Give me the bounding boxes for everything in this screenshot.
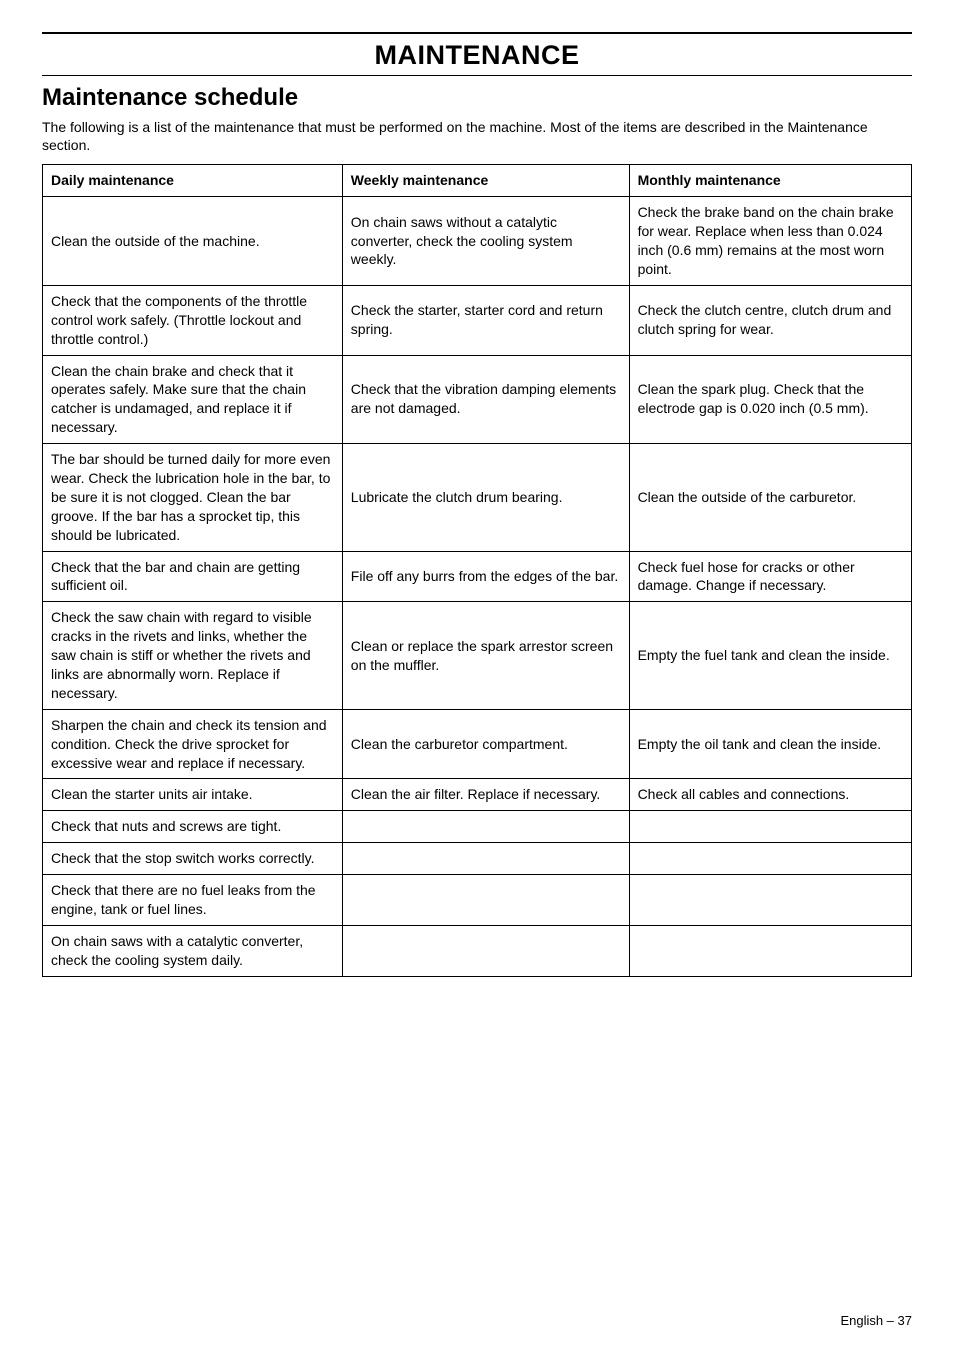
table-row: Clean the outside of the machine. On cha… bbox=[43, 197, 912, 286]
table-header-row: Daily maintenance Weekly maintenance Mon… bbox=[43, 165, 912, 197]
top-rule bbox=[42, 32, 912, 34]
table-row: On chain saws with a catalytic converter… bbox=[43, 925, 912, 976]
table-row: Check that the stop switch works correct… bbox=[43, 843, 912, 875]
cell: Check that the bar and chain are getting… bbox=[43, 551, 343, 602]
cell: Empty the oil tank and clean the inside. bbox=[629, 709, 911, 779]
cell bbox=[342, 843, 629, 875]
cell: Clean the carburetor compartment. bbox=[342, 709, 629, 779]
cell bbox=[629, 811, 911, 843]
cell bbox=[342, 811, 629, 843]
cell: On chain saws without a catalytic conver… bbox=[342, 197, 629, 286]
mid-rule bbox=[42, 75, 912, 76]
cell bbox=[342, 875, 629, 926]
col-header-monthly: Monthly maintenance bbox=[629, 165, 911, 197]
table-row: Check that the components of the throttl… bbox=[43, 285, 912, 355]
table-row: Check that the bar and chain are getting… bbox=[43, 551, 912, 602]
cell: Check that the components of the throttl… bbox=[43, 285, 343, 355]
cell: Clean the outside of the machine. bbox=[43, 197, 343, 286]
cell: File off any burrs from the edges of the… bbox=[342, 551, 629, 602]
table-row: The bar should be turned daily for more … bbox=[43, 444, 912, 551]
table-row: Check that there are no fuel leaks from … bbox=[43, 875, 912, 926]
cell bbox=[629, 875, 911, 926]
cell: The bar should be turned daily for more … bbox=[43, 444, 343, 551]
cell bbox=[629, 925, 911, 976]
table-row: Clean the starter units air intake. Clea… bbox=[43, 779, 912, 811]
table-row: Check that nuts and screws are tight. bbox=[43, 811, 912, 843]
intro-paragraph: The following is a list of the maintenan… bbox=[42, 118, 912, 154]
cell: Check the starter, starter cord and retu… bbox=[342, 285, 629, 355]
cell: Lubricate the clutch drum bearing. bbox=[342, 444, 629, 551]
cell: Check that nuts and screws are tight. bbox=[43, 811, 343, 843]
cell: Check fuel hose for cracks or other dama… bbox=[629, 551, 911, 602]
col-header-weekly: Weekly maintenance bbox=[342, 165, 629, 197]
cell bbox=[629, 843, 911, 875]
cell: Check that the vibration damping element… bbox=[342, 355, 629, 444]
cell: Empty the fuel tank and clean the inside… bbox=[629, 602, 911, 709]
table-row: Sharpen the chain and check its tension … bbox=[43, 709, 912, 779]
cell: Check the brake band on the chain brake … bbox=[629, 197, 911, 286]
cell: Clean the starter units air intake. bbox=[43, 779, 343, 811]
cell bbox=[342, 925, 629, 976]
page-title: MAINTENANCE bbox=[42, 40, 912, 71]
cell: Check all cables and connections. bbox=[629, 779, 911, 811]
table-row: Clean the chain brake and check that it … bbox=[43, 355, 912, 444]
cell: Clean or replace the spark arrestor scre… bbox=[342, 602, 629, 709]
cell: Clean the outside of the carburetor. bbox=[629, 444, 911, 551]
cell: Check that the stop switch works correct… bbox=[43, 843, 343, 875]
cell: Clean the air filter. Replace if necessa… bbox=[342, 779, 629, 811]
cell: On chain saws with a catalytic converter… bbox=[43, 925, 343, 976]
cell: Clean the spark plug. Check that the ele… bbox=[629, 355, 911, 444]
cell: Check the saw chain with regard to visib… bbox=[43, 602, 343, 709]
cell: Sharpen the chain and check its tension … bbox=[43, 709, 343, 779]
cell: Check that there are no fuel leaks from … bbox=[43, 875, 343, 926]
col-header-daily: Daily maintenance bbox=[43, 165, 343, 197]
table-row: Check the saw chain with regard to visib… bbox=[43, 602, 912, 709]
page-footer: English – 37 bbox=[840, 1313, 912, 1328]
maintenance-table: Daily maintenance Weekly maintenance Mon… bbox=[42, 164, 912, 976]
cell: Check the clutch centre, clutch drum and… bbox=[629, 285, 911, 355]
subheading: Maintenance schedule bbox=[42, 84, 912, 112]
cell: Clean the chain brake and check that it … bbox=[43, 355, 343, 444]
